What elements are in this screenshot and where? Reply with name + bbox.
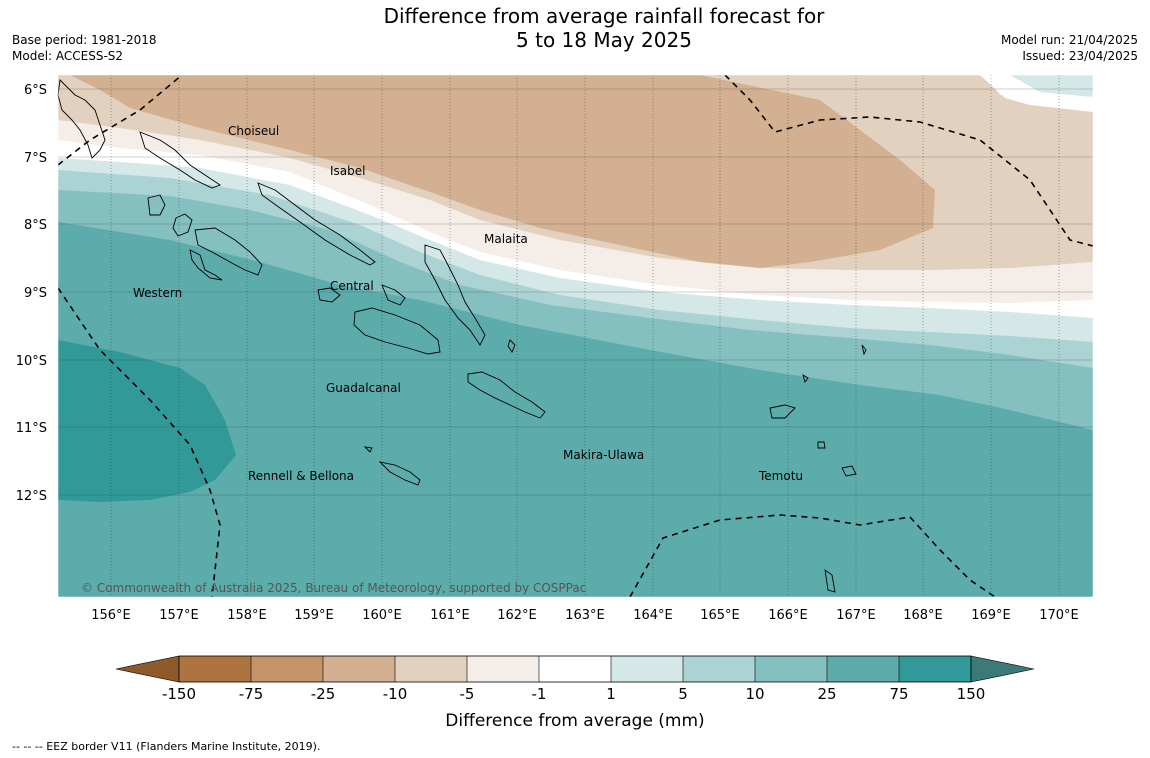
- colorbar-bin: [683, 656, 755, 682]
- lon-label: 156°E: [91, 608, 131, 623]
- colorbar-bin: [539, 656, 611, 682]
- lon-label: 169°E: [971, 608, 1011, 623]
- place-label-makira-ulawa: Makira-Ulawa: [563, 448, 644, 462]
- colorbar-bin: [251, 656, 323, 682]
- lon-label: 161°E: [430, 608, 470, 623]
- lat-label: 6°S: [24, 83, 47, 98]
- colorbar: -150 -75 -25 -10 -5 -1 1 5 10 25 75 150 …: [115, 655, 1035, 731]
- colorbar-tick-label: -10: [383, 685, 408, 703]
- lon-label: 159°E: [294, 608, 334, 623]
- colorbar-tick-label: 75: [889, 685, 908, 703]
- lon-label: 166°E: [768, 608, 808, 623]
- colorbar-frame: [178, 655, 972, 683]
- colorbar-tick-label: -1: [532, 685, 547, 703]
- colorbar-bin: [179, 656, 251, 682]
- longitude-gridlines: [110, 75, 1060, 597]
- model-run-date: Model run: 21/04/2025: [1000, 33, 1138, 47]
- lat-label: 9°S: [24, 286, 47, 301]
- place-label-guadalcanal: Guadalcanal: [326, 381, 401, 395]
- colorbar-under-arrow: [115, 655, 180, 683]
- copyright-notice: © Commonwealth of Australia 2025, Bureau…: [81, 581, 586, 595]
- colorbar-bin: [827, 656, 899, 682]
- colorbar-bin: [755, 656, 827, 682]
- colorbar-tick-label: 25: [817, 685, 836, 703]
- lon-label: 167°E: [836, 608, 876, 623]
- model-info: Base period: 1981-2018 Model: ACCESS-S2: [12, 32, 157, 64]
- longitude-labels: 156°E 157°E 158°E 159°E 160°E 161°E 162°…: [91, 608, 1079, 623]
- issued-date: Issued: 23/04/2025: [1022, 49, 1138, 63]
- lat-label: 8°S: [24, 218, 47, 233]
- lon-label: 160°E: [362, 608, 402, 623]
- lon-label: 157°E: [159, 608, 199, 623]
- islands: [57, 79, 867, 593]
- place-label-rennell-bellona: Rennell & Bellona: [248, 469, 354, 483]
- lon-label: 168°E: [903, 608, 943, 623]
- rainfall-contours: [58, 75, 1093, 597]
- colorbar-bin: [323, 656, 395, 682]
- run-info: Model run: 21/04/2025 Issued: 23/04/2025: [1001, 32, 1138, 64]
- title-line-1: Difference from average rainfall forecas…: [383, 4, 825, 28]
- colorbar-dividers: [250, 656, 900, 682]
- map-frame: [57, 74, 1094, 598]
- colorbar-tick-label: 5: [678, 685, 688, 703]
- lon-label: 162°E: [497, 608, 537, 623]
- colorbar-bin: [611, 656, 683, 682]
- colorbar-tick-label: 150: [957, 685, 986, 703]
- lat-label: 12°S: [16, 489, 47, 504]
- colorbar-tick-label: -5: [460, 685, 475, 703]
- colorbar-title: Difference from average (mm): [445, 711, 704, 731]
- title-line-2: 5 to 18 May 2025: [516, 28, 692, 52]
- colorbar-tick-label: -75: [239, 685, 264, 703]
- lon-label: 158°E: [227, 608, 267, 623]
- lon-label: 163°E: [565, 608, 605, 623]
- province-labels: Choiseul Isabel Malaita Western Central …: [133, 124, 803, 483]
- model-name: Model: ACCESS-S2: [12, 49, 124, 63]
- base-period: Base period: 1981-2018: [12, 33, 157, 47]
- lat-label: 7°S: [24, 151, 47, 166]
- colorbar-bin: [467, 656, 539, 682]
- place-label-temotu: Temotu: [758, 469, 803, 483]
- colorbar-tick-label: -25: [311, 685, 336, 703]
- colorbar-tick-label: -150: [162, 685, 196, 703]
- place-label-isabel: Isabel: [330, 164, 365, 178]
- lon-label: 165°E: [700, 608, 740, 623]
- lat-label: 10°S: [16, 354, 47, 369]
- lon-label: 170°E: [1039, 608, 1079, 623]
- place-label-malaita: Malaita: [484, 232, 528, 246]
- colorbar-bin: [899, 656, 971, 682]
- colorbar-tick-labels: -150 -75 -25 -10 -5 -1 1 5 10 25 75 150: [162, 685, 985, 703]
- latitude-gridlines: [58, 88, 1093, 496]
- latitude-labels: 6°S 7°S 8°S 9°S 10°S 11°S 12°S: [16, 83, 47, 504]
- lon-label: 164°E: [633, 608, 673, 623]
- place-label-central: Central: [330, 279, 374, 293]
- colorbar-tick-label: 10: [745, 685, 764, 703]
- map-title: Difference from average rainfall forecas…: [304, 4, 904, 52]
- eez-borders: [58, 75, 1093, 597]
- colorbar-over-arrow: [970, 655, 1035, 683]
- lat-label: 11°S: [16, 421, 47, 436]
- place-label-choiseul: Choiseul: [228, 124, 279, 138]
- place-label-western: Western: [133, 286, 182, 300]
- eez-legend-note: -- -- -- EEZ border V11 (Flanders Marine…: [12, 740, 321, 753]
- colorbar-bin: [395, 656, 467, 682]
- colorbar-tick-label: 1: [606, 685, 616, 703]
